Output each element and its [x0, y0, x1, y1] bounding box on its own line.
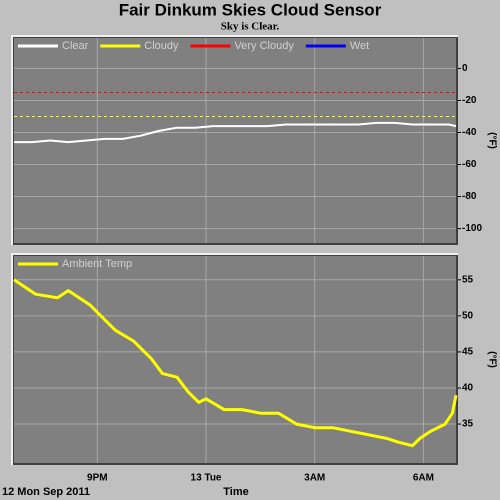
y-tick-label: -40: [462, 127, 477, 138]
chart-title: Fair Dinkum Skies Cloud Sensor: [119, 0, 382, 19]
plot-area: [14, 256, 456, 463]
x-tick-label: 3AM: [304, 473, 325, 484]
y-tick-label: 35: [462, 419, 474, 430]
legend-label: Clear: [62, 40, 89, 52]
x-axis-label: Time: [223, 486, 248, 498]
y-axis-label: (°F): [486, 351, 497, 368]
y-tick-label: -100: [462, 223, 482, 234]
x-tick-label: 9PM: [87, 473, 108, 484]
x-axis-note: 12 Mon Sep 2011: [2, 486, 90, 498]
y-tick-label: -80: [462, 191, 477, 202]
legend-label: Cloudy: [144, 40, 179, 52]
y-tick-label: 45: [462, 347, 474, 358]
legend-label: Wet: [350, 40, 369, 52]
x-tick-label: 13 Tue: [191, 473, 222, 484]
y-axis-label: (°F): [486, 132, 497, 149]
y-tick-label: 55: [462, 274, 474, 285]
series-line: [14, 121, 457, 144]
y-tick-label: 50: [462, 311, 474, 322]
y-tick-label: 40: [462, 383, 474, 394]
y-tick-label: 0: [462, 63, 468, 74]
legend-label: Ambient Temp: [62, 258, 132, 270]
legend-label: Very Cloudy: [235, 40, 295, 52]
panel-bevel: [11, 35, 458, 245]
y-tick-label: -20: [462, 95, 477, 106]
series-line: [13, 278, 458, 448]
y-tick-label: -60: [462, 159, 477, 170]
x-tick-label: 6AM: [413, 473, 434, 484]
chart-subtitle: Sky is Clear.: [221, 21, 280, 33]
panel-bevel: [11, 253, 458, 465]
